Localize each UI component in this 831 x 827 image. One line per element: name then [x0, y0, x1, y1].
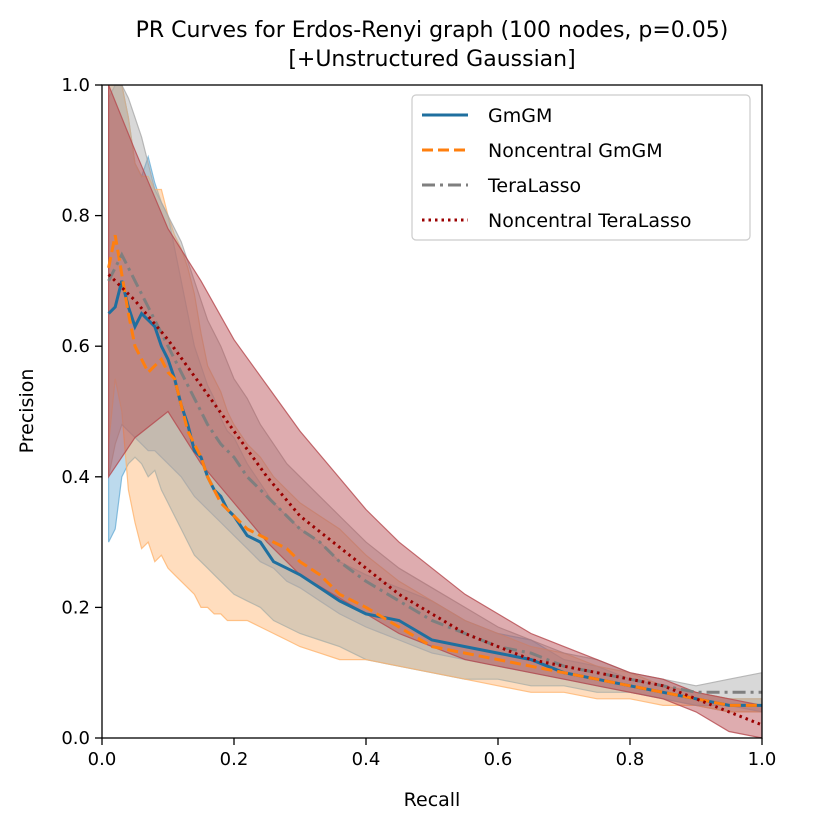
legend-label-noncentral-gmgm: Noncentral GmGM — [488, 140, 663, 162]
x-tick-label: 0.4 — [352, 749, 381, 770]
y-axis-label: Precision — [16, 369, 38, 454]
y-tick-label: 0.0 — [61, 728, 90, 749]
teralasso-band — [108, 85, 762, 713]
chart-title-line2: [+Unstructured Gaussian] — [288, 47, 575, 72]
gmgm-line — [107, 280, 762, 707]
x-tick-label: 0.8 — [616, 749, 645, 770]
noncentral-teralasso-line — [107, 273, 762, 727]
confidence-bands — [108, 85, 762, 738]
chart-title-line1: PR Curves for Erdos-Renyi graph (100 nod… — [136, 18, 729, 43]
legend-box — [411, 94, 751, 241]
legend-label-noncentral-teralasso: Noncentral TeraLasso — [488, 210, 691, 232]
y-tick-label: 0.2 — [61, 597, 90, 618]
plot-frame — [101, 84, 763, 739]
y-tick-label: 1.0 — [61, 75, 90, 96]
x-tick-label: 0.6 — [484, 749, 513, 770]
legend-label-teralasso: TeraLasso — [487, 175, 581, 197]
legend-label-gmgm: GmGM — [488, 105, 552, 127]
x-tick-label: 0.2 — [220, 749, 249, 770]
noncentral-gmgm-line — [107, 234, 762, 707]
y-axis-ticks: 0.0 0.2 0.4 0.6 0.8 1.0 — [61, 75, 102, 749]
noncentral-gmgm-band — [108, 85, 762, 713]
x-tick-label: 1.0 — [748, 749, 777, 770]
x-axis-ticks: 0.0 0.2 0.4 0.6 0.8 1.0 — [88, 738, 777, 770]
y-tick-label: 0.4 — [61, 467, 90, 488]
y-tick-label: 0.6 — [61, 336, 90, 357]
y-tick-label: 0.8 — [61, 206, 90, 227]
teralasso-line — [107, 251, 762, 694]
x-axis-label: Recall — [404, 789, 461, 811]
series-lines — [107, 234, 762, 727]
x-tick-label: 0.0 — [88, 749, 117, 770]
gmgm-band — [108, 85, 762, 713]
legend: GmGM Noncentral GmGM TeraLasso Noncentral T… — [411, 94, 751, 241]
